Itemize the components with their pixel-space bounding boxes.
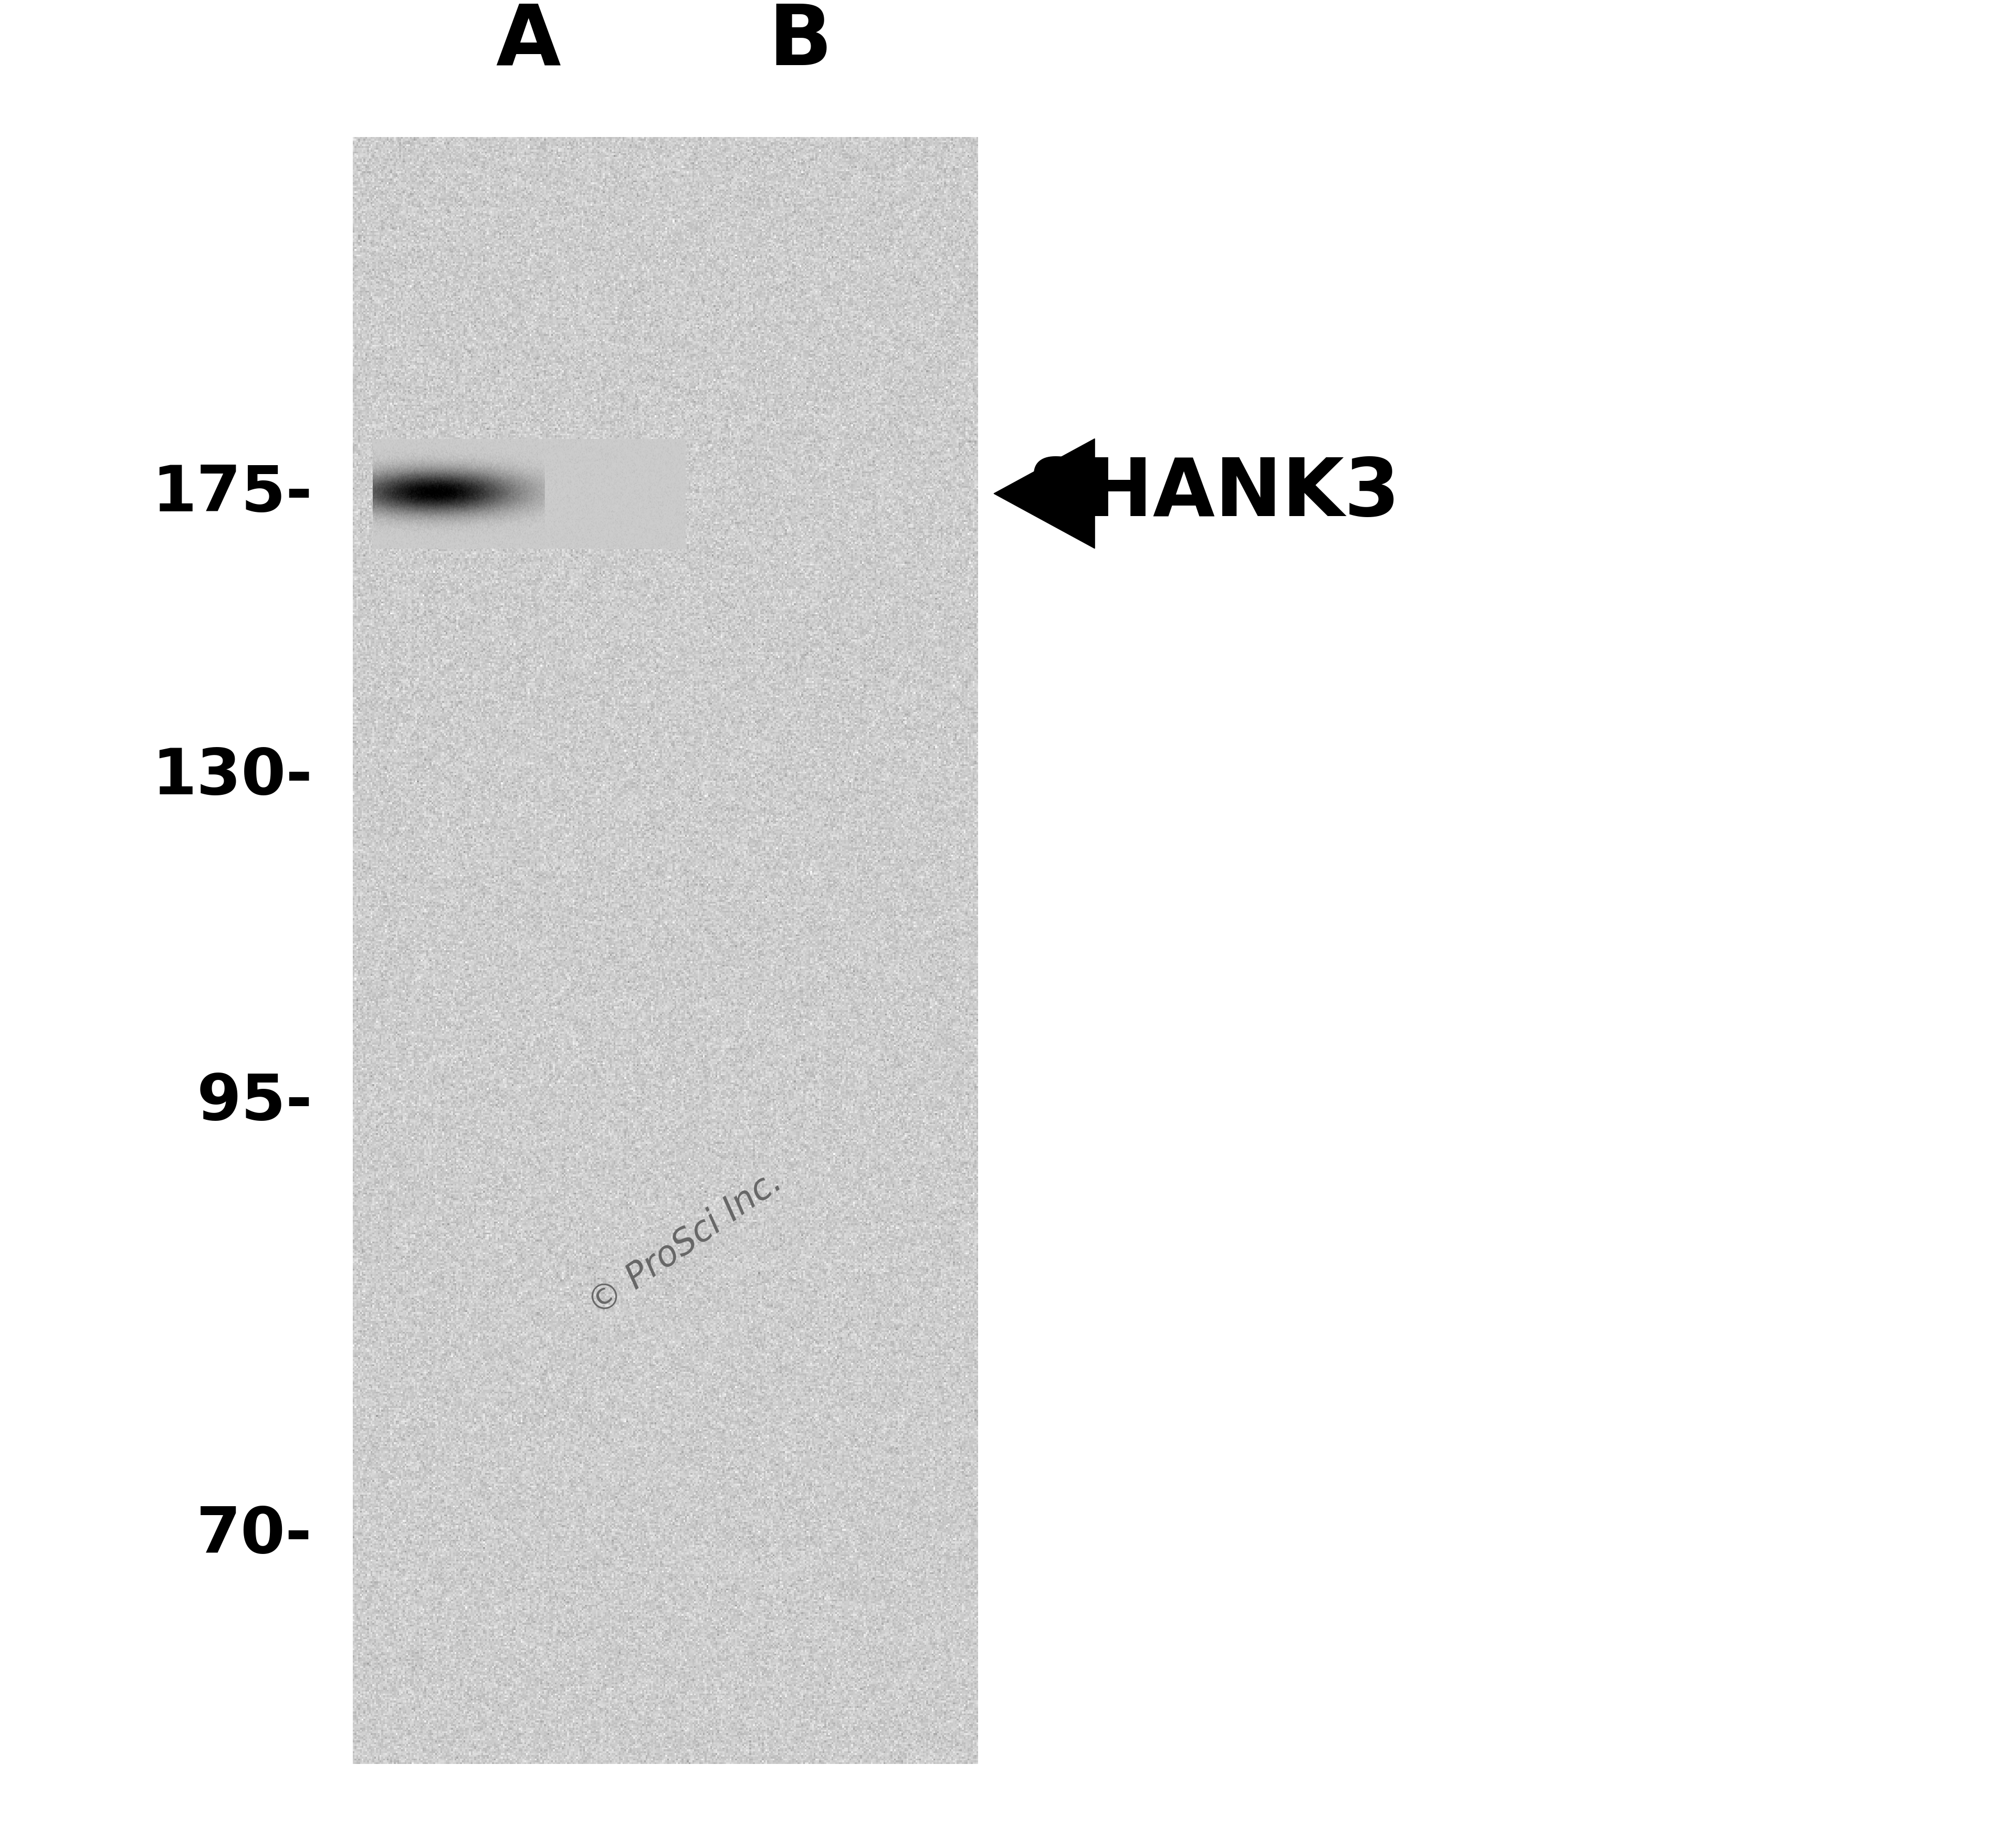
Text: 130-: 130- xyxy=(151,746,312,808)
Text: 70-: 70- xyxy=(196,1504,312,1567)
Text: B: B xyxy=(768,0,833,82)
Text: 95-: 95- xyxy=(196,1071,312,1133)
Text: SHANK3: SHANK3 xyxy=(1028,455,1401,532)
Polygon shape xyxy=(994,439,1095,548)
Text: A: A xyxy=(496,0,560,82)
Text: © ProSci Inc.: © ProSci Inc. xyxy=(583,1163,788,1323)
Text: 175-: 175- xyxy=(151,462,312,525)
